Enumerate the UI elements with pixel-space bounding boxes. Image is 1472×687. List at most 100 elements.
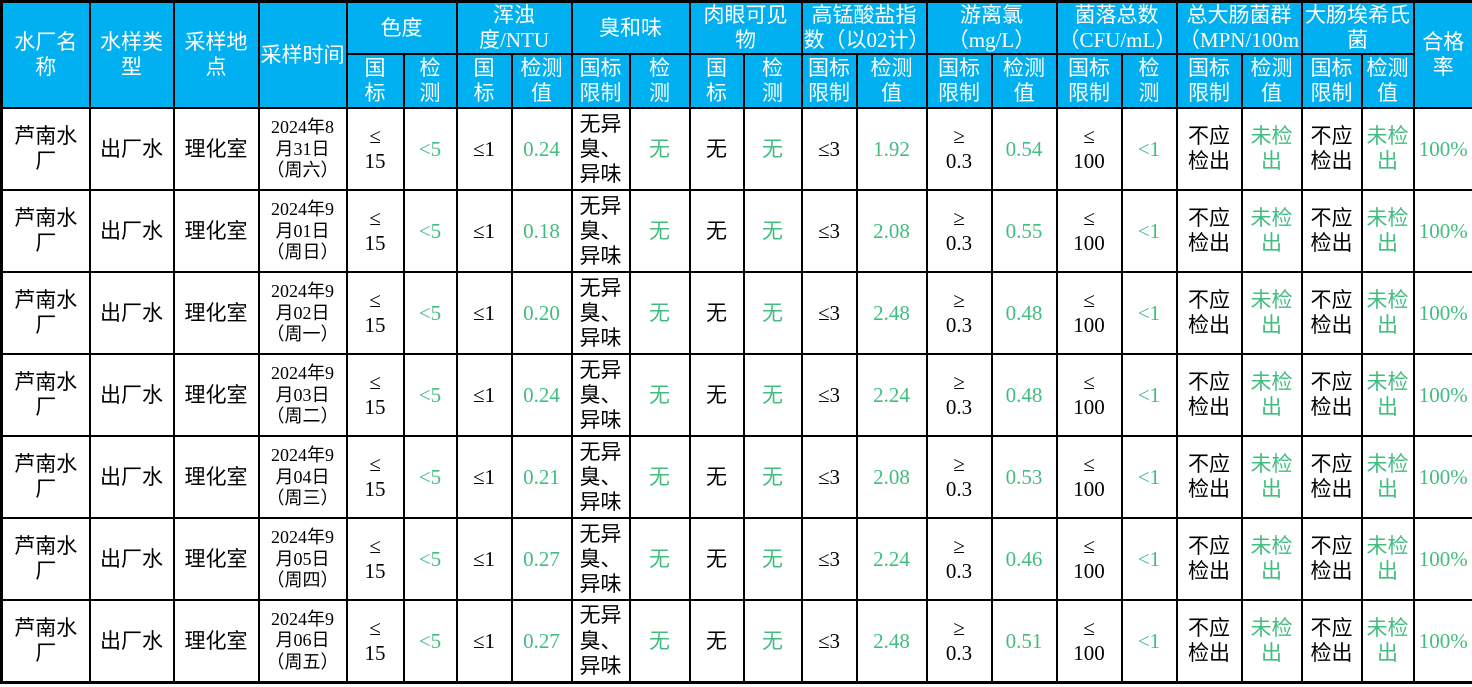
header-pass_rate: 合格率: [1412, 0, 1472, 110]
header-coliform: 总大肠菌群 （MPN/100m: [1175, 0, 1303, 56]
header-chlorine-test: 检测 值: [990, 53, 1058, 110]
cell-colony-test: <1: [1120, 107, 1178, 192]
cell-permanganate-std: ≤3: [800, 435, 858, 520]
cell-permanganate-test: 2.24: [855, 353, 928, 438]
cell-permanganate-test: 2.48: [855, 271, 928, 356]
cell-chlorine-test: 0.51: [990, 599, 1058, 684]
header-chlorine: 游离氯 （mg/L）: [925, 0, 1058, 56]
cell-sample_type: 出厂水: [88, 435, 175, 520]
cell-permanganate-std: ≤3: [800, 599, 858, 684]
cell-chroma-test: <5: [402, 189, 458, 274]
cell-chroma-std: ≤ 15: [345, 271, 405, 356]
cell-chlorine-std: ≥ 0.3: [925, 517, 993, 602]
cell-plant: 芦南水厂: [0, 599, 91, 684]
cell-coliform-std: 不应 检出: [1175, 107, 1243, 192]
cell-pass_rate: 100%: [1412, 271, 1472, 356]
cell-ecoli-test: 未检 出: [1360, 517, 1415, 602]
cell-chroma-test: <5: [402, 353, 458, 438]
cell-odor-test: 无: [628, 189, 691, 274]
cell-date: 2024年9 月06日 （周五）: [257, 599, 348, 684]
cell-ecoli-test: 未检 出: [1360, 107, 1415, 192]
cell-visible-std: 无: [688, 271, 745, 356]
cell-visible-std: 无: [688, 435, 745, 520]
cell-visible-std: 无: [688, 599, 745, 684]
cell-ecoli-std: 不应 检出: [1300, 353, 1363, 438]
cell-colony-std: ≤ 100: [1055, 435, 1123, 520]
cell-ecoli-test: 未检 出: [1360, 599, 1415, 684]
cell-odor-test: 无: [628, 353, 691, 438]
cell-chroma-test: <5: [402, 517, 458, 602]
cell-chlorine-test: 0.55: [990, 189, 1058, 274]
cell-odor-test: 无: [628, 107, 691, 192]
cell-odor-test: 无: [628, 271, 691, 356]
cell-ecoli-test: 未检 出: [1360, 435, 1415, 520]
cell-sample_type: 出厂水: [88, 517, 175, 602]
cell-ecoli-test: 未检 出: [1360, 271, 1415, 356]
cell-date: 2024年9 月01日 （周日）: [257, 189, 348, 274]
header-chroma-test: 检 测: [402, 53, 458, 110]
table-row: 芦南水厂 出厂水 理化室 2024年8 月31日 （周六） ≤ 15 <5 ≤1 0.24 无异…: [0, 107, 1472, 192]
cell-plant: 芦南水厂: [0, 517, 91, 602]
table-row: 芦南水厂 出厂水 理化室 2024年9 月05日 （周四） ≤ 15 <5 ≤1 0.27 无异…: [0, 517, 1472, 602]
cell-sample_type: 出厂水: [88, 107, 175, 192]
cell-date: 2024年9 月02日 （周一）: [257, 271, 348, 356]
cell-chlorine-std: ≥ 0.3: [925, 271, 993, 356]
cell-visible-test: 无: [742, 271, 803, 356]
header-odor: 臭和味: [570, 0, 691, 56]
header-location: 采样地点: [172, 0, 260, 110]
cell-location: 理化室: [172, 107, 260, 192]
cell-odor-std: 无异 臭、 异味: [570, 435, 631, 520]
cell-turbidity-std: ≤1: [455, 435, 513, 520]
table-row: 芦南水厂 出厂水 理化室 2024年9 月01日 （周日） ≤ 15 <5 ≤1 0.18 无异…: [0, 189, 1472, 274]
header-sample_type: 水样类型: [88, 0, 175, 110]
cell-chroma-std: ≤ 15: [345, 107, 405, 192]
cell-odor-test: 无: [628, 517, 691, 602]
cell-pass_rate: 100%: [1412, 517, 1472, 602]
cell-date: 2024年9 月03日 （周二）: [257, 353, 348, 438]
cell-chlorine-test: 0.46: [990, 517, 1058, 602]
cell-colony-std: ≤ 100: [1055, 353, 1123, 438]
cell-colony-test: <1: [1120, 189, 1178, 274]
cell-ecoli-std: 不应 检出: [1300, 107, 1363, 192]
cell-ecoli-std: 不应 检出: [1300, 271, 1363, 356]
cell-chroma-test: <5: [402, 435, 458, 520]
cell-coliform-std: 不应 检出: [1175, 189, 1243, 274]
header-colony-test: 检 测: [1120, 53, 1178, 110]
cell-chroma-std: ≤ 15: [345, 353, 405, 438]
cell-pass_rate: 100%: [1412, 107, 1472, 192]
cell-turbidity-test: 0.27: [510, 517, 573, 602]
cell-plant: 芦南水厂: [0, 353, 91, 438]
cell-chlorine-std: ≥ 0.3: [925, 189, 993, 274]
table-row: 芦南水厂 出厂水 理化室 2024年9 月03日 （周二） ≤ 15 <5 ≤1 0.24 无异…: [0, 353, 1472, 438]
cell-date: 2024年9 月04日 （周三）: [257, 435, 348, 520]
header-plant: 水厂名称: [0, 0, 91, 110]
cell-ecoli-test: 未检 出: [1360, 189, 1415, 274]
header-visible-std: 国 标: [688, 53, 745, 110]
cell-location: 理化室: [172, 517, 260, 602]
cell-coliform-test: 未检 出: [1240, 435, 1303, 520]
header-turbidity: 浑浊度/NTU: [455, 0, 573, 56]
cell-ecoli-test: 未检 出: [1360, 353, 1415, 438]
cell-visible-test: 无: [742, 517, 803, 602]
cell-coliform-test: 未检 出: [1240, 517, 1303, 602]
cell-chlorine-std: ≥ 0.3: [925, 353, 993, 438]
cell-pass_rate: 100%: [1412, 435, 1472, 520]
cell-chlorine-test: 0.48: [990, 271, 1058, 356]
cell-turbidity-test: 0.24: [510, 107, 573, 192]
cell-permanganate-std: ≤3: [800, 517, 858, 602]
cell-permanganate-std: ≤3: [800, 353, 858, 438]
cell-odor-std: 无异 臭、 异味: [570, 107, 631, 192]
cell-sample_type: 出厂水: [88, 599, 175, 684]
cell-odor-test: 无: [628, 435, 691, 520]
cell-colony-std: ≤ 100: [1055, 517, 1123, 602]
cell-turbidity-std: ≤1: [455, 107, 513, 192]
header-permanganate-test: 检测 值: [855, 53, 928, 110]
table-header: 水厂名称 水样类型 采样地点 采样时间 色度 浑浊度/NTU 臭和味 肉眼可见 物高锰酸盐指 …: [0, 0, 1472, 110]
header-visible: 肉眼可见 物: [688, 0, 803, 56]
cell-chroma-test: <5: [402, 599, 458, 684]
header-chlorine-std: 国标 限制: [925, 53, 993, 110]
header-turbidity-test: 检测 值: [510, 53, 573, 110]
header-date: 采样时间: [257, 0, 348, 110]
cell-coliform-test: 未检 出: [1240, 353, 1303, 438]
